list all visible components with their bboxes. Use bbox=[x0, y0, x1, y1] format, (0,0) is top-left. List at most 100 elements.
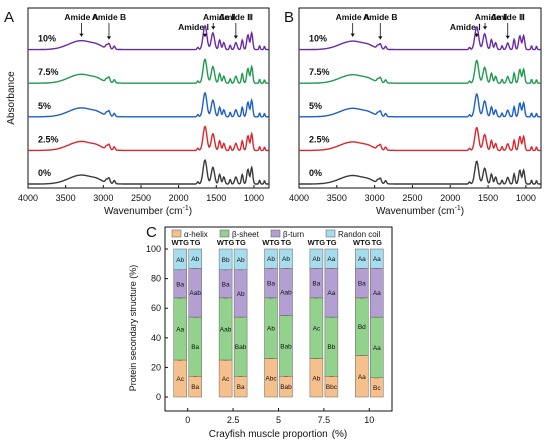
panel-a-xtick-label-1: 3500 bbox=[56, 193, 76, 203]
panel-b-series-3-label: 2.5% bbox=[309, 134, 330, 144]
panel-c-bar-3-0-label-3: Ab bbox=[312, 256, 320, 263]
panel-c-bar-0-0-label-3: Ab bbox=[176, 257, 184, 264]
panel-c-bar-2-1-label-0: Bab bbox=[280, 384, 292, 391]
panel-b-annotation-head-1 bbox=[378, 36, 383, 40]
panel-b-xtick-label-5: 1500 bbox=[478, 193, 498, 203]
panel-b-xtick-label-3: 2500 bbox=[402, 193, 422, 203]
panel-a-series-0-line bbox=[28, 24, 269, 51]
panel-c-legend-swatch-3 bbox=[325, 229, 336, 238]
panel-b-annotation-4: Amide Ⅲ bbox=[491, 12, 525, 22]
panel-c-ytick-label-2: 40 bbox=[151, 333, 161, 343]
panel-b-series-0-line bbox=[299, 25, 541, 51]
panel-c-bar-2-0-seg-3 bbox=[264, 248, 278, 269]
panel-c-bar-0-0-label-1: Aa bbox=[176, 326, 184, 333]
panel-c-xlabel: Crayfish muscle proportion (%) bbox=[209, 429, 348, 440]
panel-b-letter: B bbox=[284, 9, 294, 26]
panel-c-bar-1-0-label-1: Aab bbox=[220, 326, 232, 333]
panel-c-xlabel-main: Crayfish muscle proportion bbox=[209, 429, 328, 440]
panel-b-plot: 4000 3500 3000 2500 2000 1500 1000 10% 7.5% 5% 2.5… bbox=[289, 12, 541, 203]
panel-a-annotation-head-0 bbox=[79, 33, 84, 37]
panel-a-plot: 4000 3500 3000 2500 2000 1500 1000 10% 7.5% 5% 2.5… bbox=[18, 12, 269, 203]
panel-b-xtick-label-4: 2000 bbox=[440, 193, 460, 203]
panel-c-bar-4-1-label-3: Aa bbox=[373, 256, 381, 263]
panel-b-xtick-label-6: 1000 bbox=[516, 193, 536, 203]
panel-b: B Wavenumber (cm-1) 4000 3500 3000 2500 2000… bbox=[284, 7, 542, 217]
panel-c-bar-1-0-seg-3 bbox=[218, 248, 233, 270]
panel-a-annotation-head-2 bbox=[202, 34, 208, 37]
panel-c-bar-1-0-label-3: Bb bbox=[222, 257, 230, 264]
panel-c-ytick-label-4: 80 bbox=[151, 274, 161, 284]
panel-a-ylabel: Absorbance bbox=[6, 71, 17, 125]
panel-c-bar-0-1-label-3: Ab bbox=[191, 256, 199, 263]
panel-c-group-label-0-1: TG bbox=[190, 238, 201, 247]
panel-b-xlabel: Wavenumber (cm-1) bbox=[376, 205, 464, 217]
panel-c-bar-1-0-label-2: Ba bbox=[222, 281, 230, 288]
panel-c-bar-4-0-label-3: Aa bbox=[358, 256, 366, 263]
panel-c-bar-0-0-label-0: Ac bbox=[176, 376, 184, 383]
panel-c-group-label-4-1: TG bbox=[372, 238, 383, 247]
panel-c-group-label-2-1: TG bbox=[281, 238, 292, 247]
panel-a-series-3-line bbox=[28, 125, 269, 152]
panel-c-bar-0-0-label-2: Ba bbox=[176, 281, 184, 288]
panel-c-legend-label-1: β-sheet bbox=[232, 230, 260, 239]
panel-a-series-4-line bbox=[28, 158, 269, 185]
panel-a-series-4-label: 0% bbox=[38, 168, 51, 178]
panel-c-bar-0-1-label-0: Ba bbox=[191, 384, 199, 391]
panel-a-xtick-label-6: 1000 bbox=[244, 193, 264, 203]
panel-c-bar-4-0-label-2: Ba bbox=[358, 281, 366, 288]
panel-a-annotation-head-3 bbox=[211, 26, 216, 30]
panel-c-bar-2-0-label-1: Ab bbox=[267, 326, 275, 333]
panel-c-xtick-label-1: 2.5 bbox=[227, 415, 240, 425]
panel-a-xlabel-sup: -1 bbox=[182, 205, 188, 212]
panel-b-series-3-line bbox=[299, 126, 541, 152]
panel-a-annotation-1: Amide B bbox=[92, 12, 126, 22]
panel-c-bar-2-1-label-1: Bab bbox=[280, 343, 292, 350]
panel-b-annotation-head-3 bbox=[482, 26, 488, 30]
panel-a-annotation-2: Amide Ⅰ bbox=[178, 22, 209, 32]
panel-a-xtick-label-5: 1500 bbox=[206, 193, 226, 203]
panel-c-bar-4-0-seg-3 bbox=[355, 248, 369, 269]
panel-b-series-2-label: 5% bbox=[309, 101, 322, 111]
panel-c-bar-3-0-label-0: Ab bbox=[312, 375, 320, 382]
panel-a-series-2-label: 5% bbox=[38, 101, 51, 111]
panel-c-xtick-label-0: 0 bbox=[185, 415, 190, 425]
panel-b-annotation-head-2 bbox=[474, 34, 479, 37]
panel-c-bar-4-1-label-0: Bc bbox=[373, 385, 381, 392]
panel-c-xtick-label-2: 5 bbox=[276, 415, 281, 425]
panel-b-xlabel-end: ) bbox=[461, 206, 464, 217]
panel-b-annotation-head-0 bbox=[350, 33, 355, 37]
panel-c-bar-2-1-label-2: Aab bbox=[280, 289, 292, 296]
panel-c-group-label-1-0: WTG bbox=[217, 238, 235, 247]
panel-b-annotation-3: Amide Ⅱ bbox=[475, 12, 508, 22]
panel-a-xtick-label-0: 4000 bbox=[18, 193, 38, 203]
panel-c-bar-3-0-label-1: Ac bbox=[313, 326, 321, 333]
panel-b-annotation-head-4 bbox=[505, 35, 510, 39]
panel-c-bar-4-1-label-2: Aa bbox=[373, 290, 381, 297]
panel-c-bar-3-1-label-2: Aa bbox=[327, 290, 335, 297]
panel-c-bar-4-0-label-1: Bd bbox=[358, 324, 366, 331]
panel-c-bar-0-0-seg-3 bbox=[173, 248, 187, 270]
panel-c-xtick-label-3: 7.5 bbox=[318, 415, 331, 425]
panel-c-bar-4-1-seg-3 bbox=[370, 248, 384, 269]
panel-a-series-0-label: 10% bbox=[38, 34, 56, 44]
panel-b-series-0-label: 10% bbox=[309, 34, 327, 44]
panel-c-bar-3-1-seg-3 bbox=[324, 248, 339, 269]
panel-c-bar-2-1-label-3: Ab bbox=[282, 256, 290, 263]
panel-a-xlabel: Wavenumber (cm-1) bbox=[104, 205, 192, 217]
panel-c-bar-3-1-label-3: Aa bbox=[327, 256, 335, 263]
panel-c-group-label-3-0: WTG bbox=[308, 238, 326, 247]
panel-a-xlabel-main: Wavenumber (cm bbox=[104, 206, 183, 217]
panel-b-xtick-label-0: 4000 bbox=[289, 193, 309, 203]
panel-a-annotation-head-1 bbox=[106, 36, 112, 40]
panel-c-bar-3-1-label-0: Bbc bbox=[326, 384, 338, 391]
panel-a-annotation-4: Amide Ⅲ bbox=[219, 12, 253, 22]
panel-c-bar-4-0-label-0: Aa bbox=[358, 374, 366, 381]
panel-b-series-4-line bbox=[299, 160, 541, 185]
panel-c-ytick-label-1: 20 bbox=[151, 362, 161, 372]
panel-a-xtick-label-2: 3000 bbox=[93, 193, 113, 203]
panel-c: C Protein secondary structure (%) Crayfi… bbox=[128, 224, 393, 440]
panel-c-bar-2-0-label-0: Abc bbox=[265, 375, 277, 382]
panel-b-annotation-2: Amide Ⅰ bbox=[450, 22, 481, 32]
